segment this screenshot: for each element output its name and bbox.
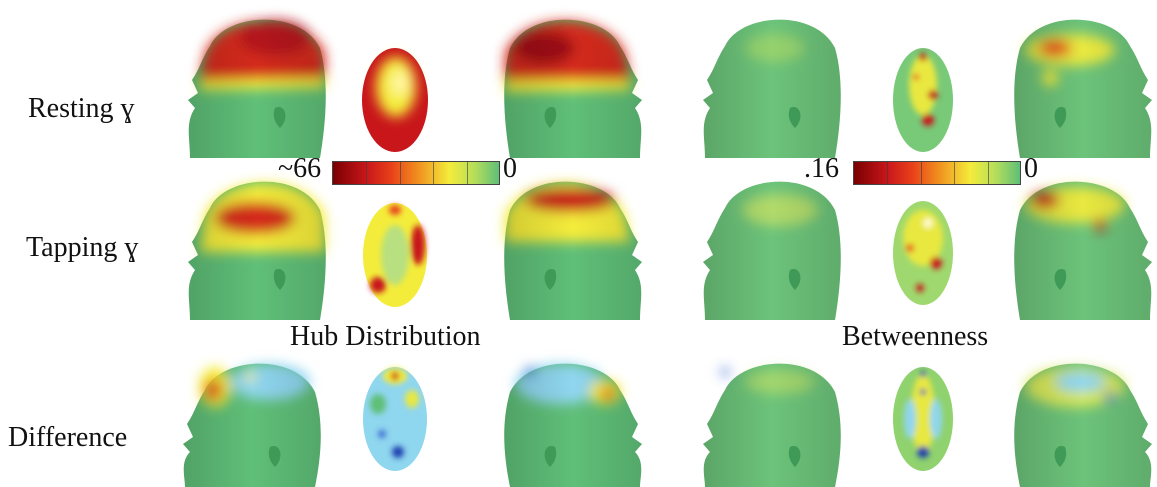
tapping-betweenness-right-head — [1014, 181, 1152, 320]
resting-betweenness-left-head — [703, 19, 841, 158]
difference-hub-right-head — [504, 363, 642, 487]
difference-betweenness-top-head — [893, 367, 953, 471]
colorbar-right-max-label: .16 — [804, 153, 839, 184]
tapping-hub-top-head — [363, 203, 427, 307]
colorbar-right-min-label: 0 — [1024, 153, 1038, 184]
tapping-betweenness-top-head — [893, 201, 953, 305]
resting-hub-left-head — [188, 19, 326, 158]
difference-betweenness-left-head — [703, 363, 841, 487]
colorbar-left-max-label: ~66 — [278, 153, 322, 184]
resting-hub-right-head — [504, 19, 642, 158]
row-label-tapping: Tapping ɣ — [26, 232, 139, 263]
row-label-difference: Difference — [8, 422, 128, 453]
difference-betweenness-right-head — [1014, 363, 1152, 487]
difference-hub-left-head — [183, 363, 321, 487]
tapping-hub-left-head — [188, 181, 326, 320]
tapping-betweenness-left-head — [703, 181, 841, 320]
tapping-hub-right-head — [504, 181, 642, 320]
difference-hub-top-head — [363, 367, 427, 471]
resting-betweenness-right-head — [1014, 19, 1152, 158]
panel-title-betweenness: Betweenness — [842, 321, 989, 352]
colorbar-right — [853, 161, 1021, 185]
row-label-resting: Resting ɣ — [28, 93, 135, 124]
colorbar-left — [332, 161, 500, 185]
resting-betweenness-top-head — [893, 48, 953, 152]
panel-title-hub-distribution: Hub Distribution — [290, 321, 481, 352]
resting-hub-top-head — [362, 48, 428, 152]
colorbar-left-min-label: 0 — [503, 153, 517, 184]
